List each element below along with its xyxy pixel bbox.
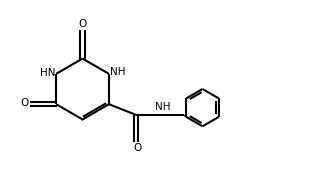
Text: HN: HN <box>40 68 55 78</box>
Text: O: O <box>78 19 87 29</box>
Text: NH: NH <box>110 67 125 77</box>
Text: NH: NH <box>155 102 170 112</box>
Text: O: O <box>21 98 29 108</box>
Text: O: O <box>133 143 142 153</box>
